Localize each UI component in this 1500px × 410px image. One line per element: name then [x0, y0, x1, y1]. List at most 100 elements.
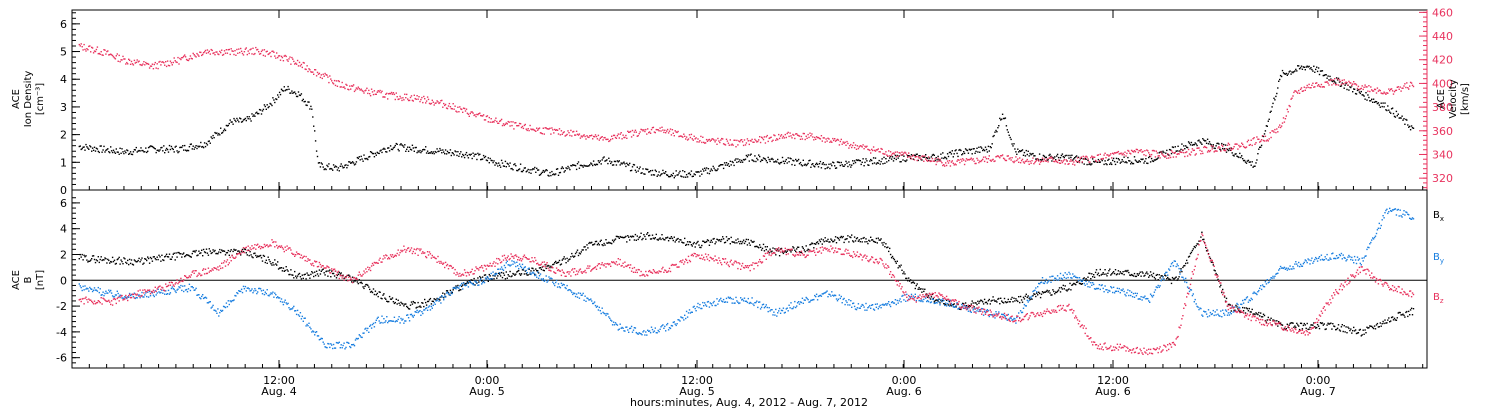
density-black-point — [349, 161, 351, 163]
field-blue-point — [576, 296, 579, 298]
field-black-point — [588, 242, 590, 245]
field-blue-point — [634, 327, 637, 329]
density-black-point — [289, 92, 291, 94]
field-black-point — [442, 292, 444, 294]
velocity-pink-point — [1244, 147, 1247, 149]
velocity-pink-point — [1189, 154, 1192, 156]
field-black-point — [732, 241, 734, 243]
velocity-pink-point — [929, 160, 932, 163]
field-blue-point — [681, 316, 683, 319]
velocity-pink-point — [977, 159, 979, 161]
field-blue-point — [383, 318, 385, 320]
field-black-point — [1194, 246, 1196, 249]
field-blue-point — [462, 282, 465, 284]
field-black-point — [1149, 271, 1152, 273]
density-black-point — [294, 91, 296, 93]
velocity-pink-point — [411, 99, 414, 102]
density-black-point — [1097, 158, 1100, 161]
field-blue-point — [541, 279, 544, 281]
field-blue-point — [363, 332, 365, 334]
field-black-point — [1385, 322, 1387, 324]
field-blue-point — [547, 280, 549, 282]
velocity-pink-point — [1283, 121, 1286, 123]
velocity-pink-point — [175, 61, 177, 63]
velocity-pink-point — [1406, 82, 1408, 84]
velocity-pink-point — [705, 138, 708, 141]
density-black-point — [1103, 163, 1105, 166]
velocity-pink-point — [1100, 158, 1102, 160]
density-black-point — [371, 152, 374, 155]
density-black-point — [1022, 154, 1025, 156]
field-blue-point — [569, 289, 571, 291]
density-black-point — [124, 150, 126, 152]
field-blue-point — [563, 284, 565, 286]
density-black-point — [1229, 149, 1231, 151]
field-blue-point — [395, 320, 397, 322]
field-black-point — [637, 238, 639, 241]
velocity-pink-point — [882, 152, 884, 155]
velocity-pink-point — [588, 136, 590, 139]
velocity-pink-point — [518, 124, 520, 127]
density-black-point — [820, 167, 823, 169]
density-black-point — [1295, 68, 1297, 71]
velocity-pink-point — [934, 158, 936, 160]
velocity-pink-point — [1152, 149, 1155, 152]
velocity-pink-point — [1103, 154, 1105, 156]
field-black-point — [1171, 276, 1174, 279]
velocity-pink-point — [600, 136, 602, 139]
field-blue-point — [601, 307, 603, 309]
density-black-point — [1133, 156, 1136, 158]
field-blue-point — [171, 286, 173, 288]
velocity-pink-point — [1329, 79, 1331, 82]
velocity-pink-point — [1358, 89, 1361, 91]
density-black-point — [1368, 96, 1370, 99]
field-black-point — [1355, 332, 1358, 335]
field-blue-point — [381, 315, 383, 317]
velocity-pink-point — [857, 147, 860, 150]
field-black-point — [158, 254, 160, 256]
field-black-point — [1152, 272, 1155, 275]
field-blue-point — [584, 295, 586, 297]
field-black-point — [249, 251, 251, 253]
velocity-pink-point — [560, 130, 563, 132]
field-blue-point — [215, 310, 217, 312]
density-black-point — [423, 148, 425, 151]
velocity-pink-point — [650, 128, 653, 131]
field-black-point — [734, 242, 736, 244]
density-black-point — [1281, 69, 1284, 72]
field-blue-point — [245, 290, 247, 292]
field-blue-point — [682, 317, 684, 319]
velocity-pink-point — [1265, 140, 1268, 142]
field-black-point — [412, 300, 414, 303]
velocity-pink-point — [874, 150, 877, 152]
field-black-point — [273, 264, 275, 266]
density-black-point — [1257, 153, 1259, 155]
field-blue-point — [703, 305, 705, 307]
density-black-point — [724, 164, 727, 166]
field-blue-point — [445, 292, 448, 294]
field-blue-point — [401, 319, 403, 321]
density-black-point — [291, 90, 293, 92]
density-black-point — [424, 149, 426, 151]
field-black-point — [110, 261, 113, 263]
field-black-point — [760, 249, 763, 251]
velocity-pink-point — [1370, 86, 1372, 88]
density-black-point — [1258, 148, 1260, 150]
density-black-point — [861, 161, 863, 163]
field-black-point — [772, 247, 774, 249]
velocity-pink-point — [662, 129, 664, 131]
velocity-pink-point — [1075, 159, 1077, 162]
velocity-pink-point — [1083, 158, 1085, 160]
field-black-point — [120, 259, 122, 261]
field-blue-point — [460, 284, 462, 286]
velocity-pink-point — [229, 53, 231, 56]
density-black-point — [1099, 161, 1101, 163]
field-blue-point — [529, 272, 531, 274]
density-black-point — [187, 149, 190, 152]
velocity-pink-point — [480, 114, 482, 117]
density-black-point — [240, 121, 243, 123]
field-black-point — [597, 242, 600, 245]
velocity-pink-point — [310, 71, 312, 73]
density-black-point — [1235, 153, 1237, 155]
velocity-pink-point — [638, 133, 640, 135]
